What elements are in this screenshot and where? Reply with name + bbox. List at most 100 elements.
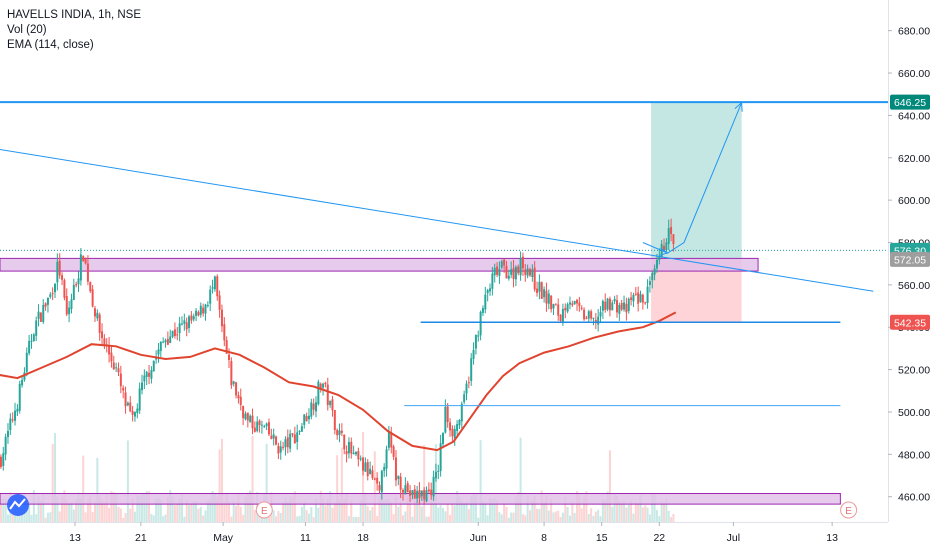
volume-bar — [223, 502, 226, 522]
volume-bar — [357, 516, 360, 522]
volume-bar — [148, 491, 151, 522]
price-tick-label: 680.00 — [898, 26, 930, 38]
candle-body — [505, 265, 508, 279]
volume-bar — [86, 499, 89, 522]
volume-bar — [383, 499, 386, 522]
candle-body — [93, 308, 96, 317]
volume-bar — [463, 504, 466, 522]
candle-body — [171, 330, 174, 337]
candle-body — [30, 340, 33, 342]
candle-body — [117, 368, 120, 373]
candle-body — [101, 331, 104, 338]
volume-bar — [507, 517, 510, 522]
volume-bar — [93, 502, 96, 522]
candle-body — [54, 283, 57, 293]
candle-body — [28, 340, 31, 354]
volume-bar — [141, 494, 144, 522]
volume-bar — [11, 513, 14, 522]
volume-bar — [371, 506, 374, 522]
price-badge-label: 572.05 — [894, 254, 926, 266]
candle-body — [364, 462, 367, 472]
volume-bar — [528, 510, 531, 522]
candle-body — [312, 403, 315, 410]
time-axis[interactable]: 13 21 May 11 18 Jun 8 15 22 Jul 13 — [69, 522, 838, 544]
candle-body — [599, 312, 602, 317]
drawings-front — [0, 101, 888, 407]
candle-body — [329, 400, 332, 405]
volume-bar — [456, 490, 459, 522]
volume-bar — [164, 514, 167, 522]
candle-body — [545, 290, 548, 304]
candle-body — [58, 260, 61, 276]
candle-body — [606, 298, 609, 310]
candle-body — [409, 490, 412, 496]
candle-body — [300, 426, 303, 432]
volume-bar — [155, 498, 158, 522]
volume-bar — [112, 492, 115, 522]
candle-body — [56, 261, 59, 283]
candle-body — [282, 446, 285, 448]
candle-body — [211, 287, 214, 289]
candle-body — [183, 320, 186, 324]
time-tick-label: Jun — [470, 532, 487, 544]
volume-bar — [197, 508, 200, 522]
candle-body — [411, 490, 414, 495]
candle-body — [253, 427, 256, 432]
volume-bar — [209, 498, 212, 522]
volume-bar — [272, 510, 275, 522]
candle-body — [658, 256, 661, 261]
volume-bar — [639, 495, 642, 522]
price-badge — [890, 94, 930, 110]
candle-body — [568, 302, 571, 305]
candle-body — [536, 288, 539, 294]
candle-body — [608, 298, 611, 311]
volume-bar — [484, 504, 487, 522]
candle-body — [517, 266, 520, 274]
time-tick-label: 13 — [69, 532, 81, 544]
volume-bar — [590, 508, 593, 522]
volume-bar — [416, 498, 419, 522]
volume-bar — [625, 507, 628, 522]
candle-body — [404, 485, 407, 494]
candle-body — [82, 255, 85, 261]
candle-body — [124, 392, 127, 407]
candle-body — [369, 468, 372, 475]
candle-body — [460, 403, 463, 422]
candle-body — [21, 379, 24, 386]
candle-body — [119, 373, 122, 387]
volume-bar — [583, 497, 586, 522]
volume-bar — [343, 499, 346, 522]
price-tick-label: 660.00 — [898, 68, 930, 80]
candle-body — [519, 257, 522, 276]
volume-bar — [672, 514, 675, 522]
legend-volume: Vol (20) — [7, 24, 47, 36]
candle-body — [204, 304, 207, 314]
candle-body — [371, 470, 374, 478]
volume-bar — [72, 509, 75, 522]
candle-body — [500, 261, 503, 268]
volume-bar — [615, 495, 618, 522]
volume-bar — [611, 506, 614, 522]
candle-body — [427, 489, 430, 492]
volume-bar — [305, 510, 308, 522]
volume-bar — [573, 512, 576, 522]
volume-bar — [267, 516, 270, 522]
candle-body — [235, 382, 238, 396]
price-tick-label: 500.00 — [898, 407, 930, 419]
candle-body — [625, 303, 628, 313]
candle-body — [185, 322, 188, 330]
candle-body — [267, 422, 270, 435]
volume-bar — [641, 507, 644, 522]
volume-bar — [169, 490, 172, 522]
volume-bar — [258, 513, 261, 522]
volume-bar — [188, 505, 191, 522]
volume-bar — [651, 493, 654, 522]
volume-bar — [564, 497, 567, 522]
volume-bar — [183, 516, 186, 522]
price-badge — [890, 314, 930, 330]
volume-bar — [324, 505, 327, 522]
volume-bar — [251, 435, 254, 522]
candle-body — [630, 297, 633, 300]
volume-bar — [369, 510, 372, 522]
